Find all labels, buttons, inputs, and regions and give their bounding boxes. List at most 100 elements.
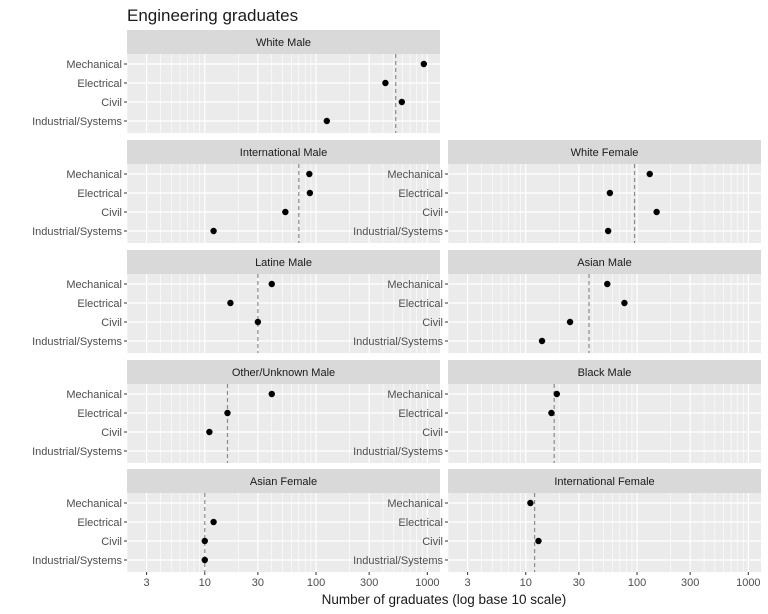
x-tick-label: 1000: [736, 577, 760, 589]
data-point: [553, 390, 560, 398]
panel-background: [127, 384, 440, 463]
chart-title: Engineering graduates: [127, 6, 298, 25]
facet-strip: [127, 250, 440, 274]
category-label: Mechanical: [66, 169, 122, 181]
category-label: Industrial/Systems: [353, 226, 443, 238]
facet-strip-label: White Male: [256, 37, 311, 49]
data-point: [535, 537, 542, 545]
data-point: [306, 189, 314, 197]
x-tick-label: 30: [573, 577, 585, 589]
panel-background: [448, 493, 761, 572]
category-label: Industrial/Systems: [32, 116, 122, 128]
facet-panel: Asian Male Mechanical Electrical Civil Indus…: [353, 250, 761, 353]
data-point: [548, 409, 555, 417]
x-tick-label: 300: [360, 577, 378, 589]
facet-strip-label: Other/Unknown Male: [232, 367, 335, 379]
data-point: [201, 556, 208, 564]
facet-panel: International Male Mechanical Electrical Ci…: [32, 140, 440, 243]
category-label: Civil: [422, 536, 443, 548]
category-label: Industrial/Systems: [353, 336, 443, 348]
x-tick-label: 100: [307, 577, 325, 589]
x-tick-label: 100: [628, 577, 646, 589]
data-point: [527, 499, 534, 507]
category-label: Civil: [422, 207, 443, 219]
category-label: Industrial/Systems: [353, 555, 443, 567]
facet-strip-label: White Female: [571, 147, 639, 159]
data-point: [254, 318, 262, 326]
x-tick-label: 3: [144, 577, 150, 589]
category-label: Electrical: [77, 298, 122, 310]
facet-strip: [448, 469, 761, 493]
facet-panel: Latine Male Mechanical Electrical Civil Indu…: [32, 250, 440, 353]
data-point: [268, 280, 275, 288]
category-label: Mechanical: [387, 279, 443, 291]
data-point: [646, 170, 653, 178]
category-label: Electrical: [77, 78, 122, 90]
facet-strip: [127, 360, 440, 384]
facet-panel: Asian Female Mechanical Electrical Civil Ind…: [32, 469, 440, 572]
data-point: [653, 208, 660, 216]
x-tick-label: 300: [681, 577, 699, 589]
facet-strip: [448, 140, 761, 164]
data-point: [210, 518, 217, 526]
category-label: Civil: [422, 317, 443, 329]
data-point: [306, 170, 313, 178]
facet-strip: [448, 360, 761, 384]
facet-strip: [127, 140, 440, 164]
x-tick-label: 3: [465, 577, 471, 589]
data-point: [224, 409, 231, 417]
panel-background: [127, 274, 440, 353]
category-label: Civil: [101, 207, 122, 219]
facet-panel: White Female Mechanical Electrical Civil Ind…: [353, 140, 761, 243]
data-point: [420, 60, 428, 68]
category-label: Industrial/Systems: [32, 555, 122, 567]
data-point: [210, 227, 217, 235]
category-label: Civil: [101, 97, 122, 109]
data-point: [206, 428, 213, 436]
facet-strip: [448, 250, 761, 274]
category-label: Electrical: [77, 408, 122, 420]
x-axis-title: Number of graduates (log base 10 scale): [322, 592, 567, 607]
category-label: Mechanical: [387, 498, 443, 510]
data-point: [268, 390, 275, 398]
data-point: [566, 318, 574, 326]
category-label: Electrical: [398, 408, 443, 420]
x-tick-label: 10: [199, 577, 211, 589]
facet-strip-label: Asian Male: [577, 257, 631, 269]
x-tick-label: 30: [252, 577, 264, 589]
data-point: [398, 98, 406, 106]
category-label: Civil: [101, 317, 122, 329]
data-point: [621, 299, 628, 307]
facet-strip-label: International Male: [240, 147, 327, 159]
facet-strip-label: Black Male: [578, 367, 632, 379]
facet-strip: [127, 30, 440, 54]
data-point: [382, 79, 389, 87]
data-point: [282, 208, 289, 216]
x-tick-label: 1000: [415, 577, 439, 589]
panel-background: [127, 54, 440, 133]
category-label: Mechanical: [66, 279, 122, 291]
category-label: Civil: [101, 427, 122, 439]
panel-background: [127, 493, 440, 572]
x-tick-label: 10: [520, 577, 532, 589]
facet-panel: International Female Mechanical Electrical…: [353, 469, 761, 572]
panels-layer: White Male Mechanical Electrical Civil Indus…: [32, 30, 761, 572]
category-label: Electrical: [77, 188, 122, 200]
data-point: [606, 189, 614, 197]
panel-background: [448, 384, 761, 463]
facet-panel: White Male Mechanical Electrical Civil Indus…: [32, 30, 440, 133]
category-label: Electrical: [398, 517, 443, 529]
category-label: Civil: [422, 427, 443, 439]
category-label: Civil: [101, 536, 122, 548]
panel-background: [448, 274, 761, 353]
category-label: Mechanical: [66, 389, 122, 401]
facet-strip-label: International Female: [554, 476, 654, 488]
data-point: [604, 280, 611, 288]
x-axis: 3 10 30 100 300 1000 3 10 30 100 300 1000: [144, 572, 761, 589]
data-point: [201, 537, 208, 545]
data-point: [323, 117, 331, 125]
facet-panel: Other/Unknown Male Mechanical Electrical Ci…: [32, 360, 440, 463]
panel-background: [127, 164, 440, 243]
data-point: [227, 299, 234, 307]
category-label: Industrial/Systems: [32, 446, 122, 458]
